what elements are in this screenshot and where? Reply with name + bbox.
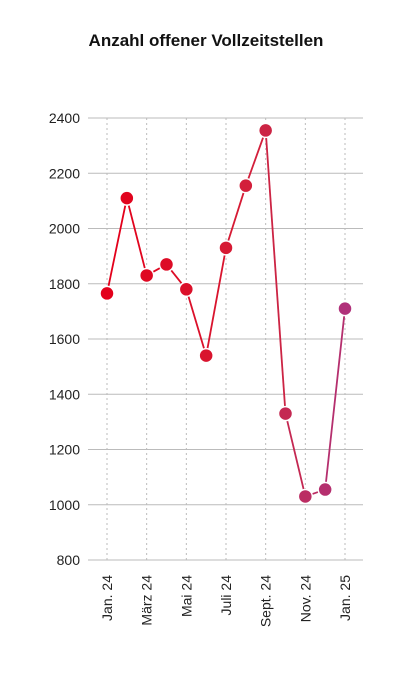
- y-tick-label: 2000: [49, 221, 80, 237]
- y-tick-label: 1000: [49, 497, 80, 513]
- line-segment: [185, 289, 208, 356]
- data-point: [238, 177, 254, 194]
- data-point: [158, 256, 175, 273]
- data-point: [317, 481, 333, 498]
- y-tick-label: 1200: [49, 442, 80, 458]
- data-point: [198, 347, 214, 364]
- y-tick-label: 1800: [49, 276, 80, 292]
- line-segment: [284, 413, 307, 497]
- data-point: [297, 488, 314, 505]
- data-point: [277, 405, 294, 422]
- x-tick-label: Juli 24: [218, 575, 234, 616]
- y-tick-label: 800: [57, 552, 81, 568]
- line-segment: [225, 185, 247, 249]
- y-tick-label: 2400: [49, 110, 80, 126]
- y-tick-label: 1600: [49, 331, 80, 347]
- data-point: [99, 285, 115, 302]
- line-segment: [324, 308, 346, 490]
- x-tick-label: Jan. 25: [337, 575, 353, 621]
- line-segment: [125, 197, 148, 276]
- data-point: [119, 190, 135, 206]
- x-tick-label: März 24: [139, 575, 155, 626]
- data-point: [218, 240, 234, 256]
- x-tick-label: Mai 24: [178, 575, 194, 617]
- data-point: [337, 300, 353, 317]
- x-tick-label: Nov. 24: [297, 575, 313, 622]
- data-point: [178, 281, 195, 298]
- y-tick-label: 2200: [49, 165, 80, 181]
- data-point: [138, 267, 155, 284]
- x-tick-label: Jan. 24: [99, 575, 115, 621]
- data-point: [257, 122, 274, 139]
- line-segment: [106, 197, 128, 294]
- chart-title: Anzahl offener Vollzeitstellen: [89, 31, 324, 50]
- line-segment: [205, 247, 227, 356]
- line-segment: [244, 130, 267, 186]
- x-tick-label: Sept. 24: [258, 575, 274, 627]
- line-segment: [264, 130, 287, 414]
- y-tick-label: 1400: [49, 386, 80, 402]
